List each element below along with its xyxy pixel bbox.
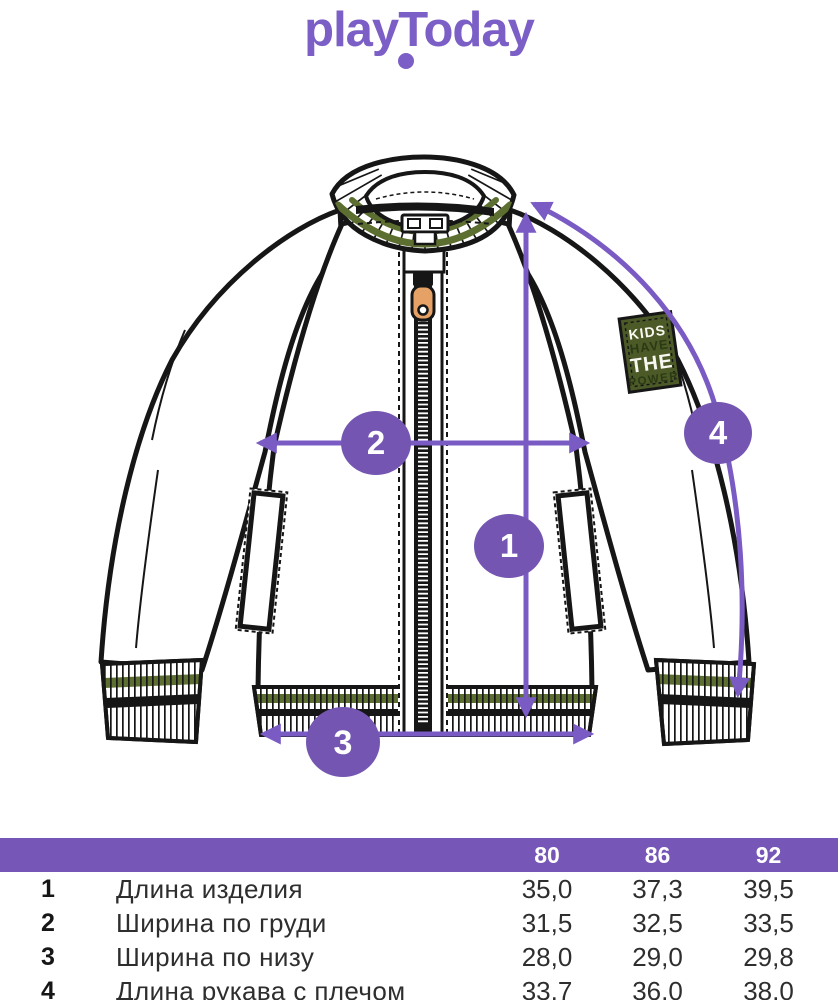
row-number: 1 <box>41 874 55 903</box>
zipper <box>398 248 448 736</box>
value-92: 38,0 <box>743 975 794 1000</box>
size-col-92: 92 <box>755 841 782 868</box>
value-92: 29,8 <box>743 941 794 972</box>
zipper-slider <box>413 272 433 286</box>
row-number: 2 <box>41 908 55 937</box>
back-collar-seam <box>356 202 494 216</box>
callout-3-number: 3 <box>334 724 353 762</box>
size-col-80: 80 <box>534 841 560 868</box>
value-86: 32,5 <box>632 907 683 938</box>
callout-2-badge <box>341 411 411 475</box>
value-92: 33,5 <box>743 907 794 938</box>
value-80: 28,0 <box>521 941 573 972</box>
value-80: 31,5 <box>521 907 573 938</box>
size-chart-table: 80 86 92 1 Длина изделия 35,0 37,3 39,5 … <box>0 838 838 1000</box>
callout-1-badge <box>474 514 544 578</box>
value-80: 33,7 <box>521 975 573 1000</box>
row-label: Длина изделия <box>116 873 303 904</box>
size-col-86: 86 <box>644 841 671 868</box>
value-92: 39,5 <box>743 873 794 904</box>
callout-1-number: 1 <box>500 527 518 564</box>
value-80: 35,0 <box>521 873 573 904</box>
collar <box>329 154 517 254</box>
table-row: 3 Ширина по низу 28,0 29,0 29,8 <box>0 940 838 974</box>
callout-2-number: 2 <box>367 424 385 461</box>
size-table-header: 80 86 92 <box>0 838 838 872</box>
callout-4-badge <box>684 402 752 464</box>
row-label: Ширина по низу <box>116 941 315 972</box>
callout-4-number: 4 <box>709 414 728 451</box>
left-sleeve-fold-line <box>135 329 186 649</box>
row-number: 3 <box>41 942 55 971</box>
row-label: Ширина по груди <box>116 907 327 938</box>
logo-dot-icon <box>398 53 414 69</box>
left-cuff <box>99 657 205 745</box>
callout-3-badge <box>306 707 380 777</box>
left-sleeve <box>98 207 345 673</box>
sleeve-patch: KIDS HAVE THE POWER <box>617 310 683 394</box>
value-86: 29,0 <box>632 941 683 972</box>
table-row: 1 Длина изделия 35,0 37,3 39,5 <box>0 872 838 906</box>
table-row: 4 Длина рукава с плечом 33,7 36,0 38,0 <box>0 974 838 1000</box>
value-86: 37,3 <box>632 873 683 904</box>
left-pocket <box>234 487 289 635</box>
brand-logo: playToday <box>304 3 535 57</box>
value-86: 36,0 <box>632 975 683 1000</box>
row-number: 4 <box>41 976 55 1000</box>
row-label: Длина рукава с плечом <box>116 975 406 1000</box>
table-row: 2 Ширина по груди 31,5 32,5 33,5 <box>0 906 838 940</box>
